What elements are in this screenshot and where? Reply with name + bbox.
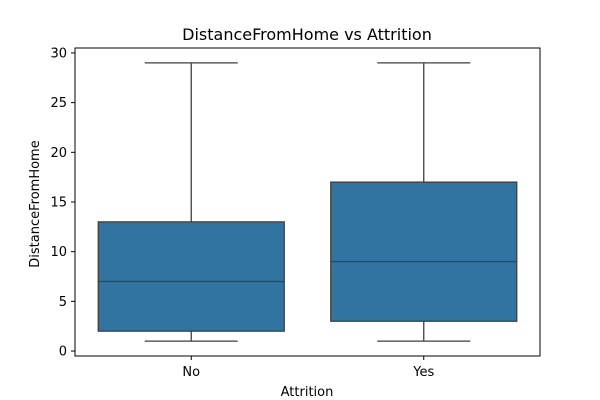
box-no bbox=[97, 221, 285, 332]
y-tick-label: 15 bbox=[50, 196, 67, 211]
plot-area: 0 5 10 15 20 25 30 No Yes bbox=[50, 46, 541, 380]
y-tick-label: 5 bbox=[59, 295, 67, 310]
chart-title: DistanceFromHome vs Attrition bbox=[182, 25, 432, 44]
y-tick-label: 25 bbox=[50, 96, 67, 111]
y-axis-label: DistanceFromHome bbox=[28, 140, 43, 267]
x-tick-label: Yes bbox=[412, 365, 434, 380]
box-yes bbox=[330, 181, 518, 322]
y-tick-label: 0 bbox=[59, 345, 67, 360]
y-tick-label: 10 bbox=[50, 245, 67, 260]
x-tick-label: No bbox=[182, 365, 200, 380]
x-axis-label: Attrition bbox=[281, 385, 334, 400]
y-tick-label: 30 bbox=[50, 46, 67, 61]
y-tick-label: 20 bbox=[50, 146, 67, 161]
